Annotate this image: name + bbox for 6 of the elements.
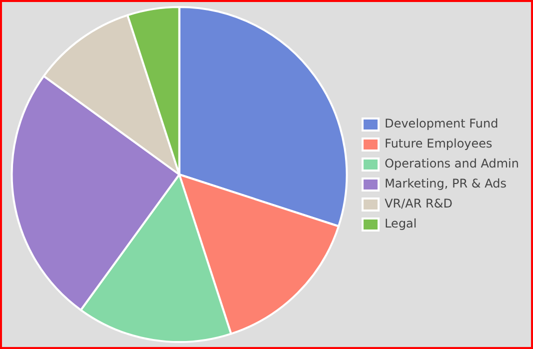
legend-label: Marketing, PR & Ads — [384, 176, 506, 191]
legend-label: Future Employees — [384, 136, 492, 151]
legend-label: VR/AR R&D — [384, 196, 452, 211]
legend-label: Development Fund — [384, 116, 498, 131]
legend-label: Legal — [384, 216, 417, 231]
legend-label: Operations and Admin — [384, 156, 519, 171]
